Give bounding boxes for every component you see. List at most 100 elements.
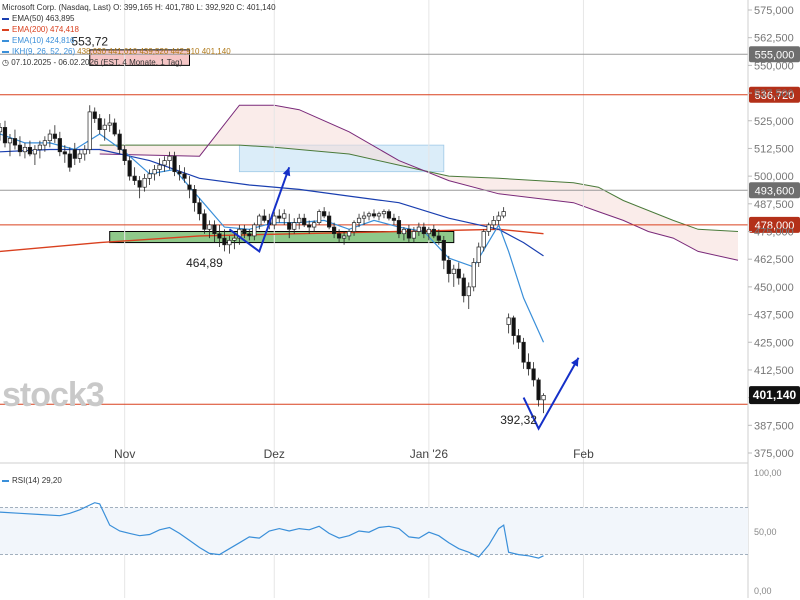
clock-icon: ◷ bbox=[2, 58, 12, 67]
trend-arrow bbox=[228, 166, 291, 254]
month-label: Feb bbox=[573, 447, 594, 461]
candle-down bbox=[62, 151, 67, 155]
candle-down bbox=[72, 149, 77, 159]
grid-layer bbox=[124, 0, 584, 598]
ema10-label: EMA(10) bbox=[12, 36, 44, 45]
candle-up bbox=[486, 224, 491, 232]
arrows-layer bbox=[228, 166, 580, 431]
price-tick-label: 475,000 bbox=[754, 227, 794, 239]
candle-up bbox=[47, 133, 52, 142]
rsi-line bbox=[0, 502, 544, 559]
date-range: 07.10.2025 - 06.02.2026 (EST, 4 Monate, … bbox=[11, 58, 183, 67]
ema10-value: 424,816 bbox=[45, 36, 75, 45]
ikh-span-a bbox=[99, 144, 739, 232]
candle-up bbox=[167, 155, 172, 161]
candle-up bbox=[42, 140, 47, 146]
last-price-box bbox=[749, 386, 800, 405]
candle-down bbox=[247, 233, 252, 237]
candle-down bbox=[117, 133, 122, 150]
candle-down bbox=[67, 153, 72, 168]
horizontal-lines: 555,000 536,720 493,600 478,000 bbox=[0, 46, 800, 405]
price-tick-label: 562,500 bbox=[754, 33, 794, 45]
candle-up bbox=[152, 169, 157, 175]
candle-up bbox=[87, 111, 92, 150]
legend-item-ema200[interactable]: EMA(200) 474,418 bbox=[2, 24, 276, 35]
ema200-swatch bbox=[2, 28, 9, 31]
candle-up bbox=[32, 149, 38, 155]
month-label: Jan '26 bbox=[410, 447, 449, 461]
candle-up bbox=[157, 164, 162, 170]
candle-down bbox=[332, 226, 337, 235]
price-tick-label: 537,500 bbox=[754, 88, 794, 100]
candle-down bbox=[307, 224, 312, 228]
legend-range-row: ◷ 07.10.2025 - 06.02.2026 (EST, 4 Monate… bbox=[2, 57, 276, 68]
candle-up bbox=[282, 213, 287, 219]
candle-up bbox=[496, 215, 501, 221]
candle-down bbox=[177, 171, 182, 175]
price-annotation: 553,72 bbox=[71, 34, 108, 48]
rsi-legend[interactable]: RSI(14) 29,20 bbox=[2, 476, 62, 485]
candle-down bbox=[187, 184, 192, 190]
candle-up bbox=[237, 228, 242, 239]
legend-item-ema10[interactable]: EMA(10) 424,816 bbox=[2, 35, 276, 46]
price-tick-label: 512,500 bbox=[754, 143, 794, 155]
candle-down bbox=[446, 259, 451, 274]
candle-up bbox=[22, 146, 28, 153]
rsi-tick-label: 50,00 bbox=[754, 527, 777, 537]
rsi-tick-label: 100,00 bbox=[754, 468, 782, 478]
candle-up bbox=[416, 226, 421, 232]
candle-down bbox=[217, 233, 222, 239]
legend-item-ikh[interactable]: IKH(9, 26, 52, 26) 438,030 441,010 439,5… bbox=[2, 46, 276, 57]
candle-down bbox=[287, 222, 292, 230]
rsi-title: RSI(14) bbox=[12, 476, 40, 485]
zone-box bbox=[89, 49, 190, 66]
level-label-box bbox=[749, 182, 800, 199]
candle-down bbox=[327, 215, 332, 228]
price-annotation: 464,89 bbox=[186, 256, 223, 270]
candle-down bbox=[57, 138, 62, 153]
candle-down bbox=[212, 224, 217, 235]
candle-down bbox=[132, 175, 137, 181]
candle-up bbox=[411, 231, 416, 239]
candle-up bbox=[297, 217, 302, 223]
candle-down bbox=[277, 215, 282, 219]
level-label: 536,720 bbox=[755, 90, 795, 102]
candle-up bbox=[366, 213, 372, 217]
candle-down bbox=[262, 215, 267, 221]
candle-up bbox=[257, 215, 262, 226]
ikh-label: IKH(9, 26, 52, 26) bbox=[12, 47, 76, 56]
candle-down bbox=[52, 133, 57, 139]
price-tick-label: 375,000 bbox=[754, 448, 794, 460]
price-tick-label: 387,500 bbox=[754, 420, 794, 432]
candle-down bbox=[192, 189, 197, 204]
candle-up bbox=[102, 124, 107, 130]
price-tick-label: 575,000 bbox=[754, 5, 794, 17]
price-tick-label: 500,000 bbox=[754, 171, 794, 183]
level-label: 478,000 bbox=[755, 220, 795, 232]
ema200-value: 474,418 bbox=[50, 25, 79, 34]
candle-down bbox=[2, 127, 8, 144]
candle-up bbox=[292, 222, 297, 230]
candle-down bbox=[456, 268, 461, 279]
month-label: Dez bbox=[264, 447, 285, 461]
cloud-fill bbox=[99, 105, 738, 261]
candle-down bbox=[396, 220, 402, 235]
candle-up bbox=[361, 215, 367, 219]
candle-up bbox=[376, 213, 382, 217]
candle-down bbox=[27, 146, 33, 155]
rsi-value: 29,20 bbox=[41, 476, 62, 485]
candle-up bbox=[82, 149, 87, 155]
candle-up bbox=[0, 127, 3, 133]
candle-up bbox=[356, 217, 362, 223]
legend-item-ema50[interactable]: EMA(50) 463,895 bbox=[2, 13, 276, 24]
price-annotation: 392,32 bbox=[500, 413, 537, 427]
candle-up bbox=[37, 144, 42, 150]
stock3-logo: stock3 bbox=[2, 376, 105, 414]
candle-up bbox=[481, 231, 486, 248]
candle-down bbox=[436, 235, 441, 241]
candle-down bbox=[391, 217, 397, 221]
price-axis: 375,000387,500400,000412,500425,000437,5… bbox=[747, 0, 800, 598]
legend-title-row: Microsoft Corp. (Nasdaq, Last) O: 399,16… bbox=[2, 2, 276, 13]
candle-down bbox=[242, 228, 247, 235]
ema50-label: EMA(50) bbox=[12, 14, 44, 23]
